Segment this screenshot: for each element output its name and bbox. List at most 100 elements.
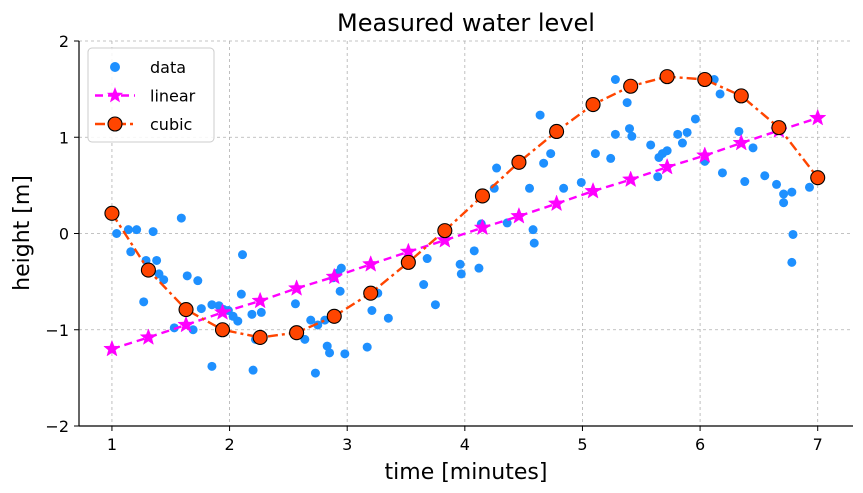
data-point	[383, 313, 393, 323]
legend-label: linear	[150, 87, 196, 106]
data-point	[539, 158, 549, 168]
data-point	[306, 315, 316, 325]
linear-marker	[696, 146, 714, 163]
data-point	[336, 263, 346, 273]
cubic-marker	[252, 329, 268, 346]
data-point	[176, 213, 186, 223]
cubic-marker	[104, 205, 120, 221]
cubic-marker	[771, 120, 787, 136]
data-point	[238, 250, 248, 260]
data-point	[159, 275, 169, 285]
cubic-marker	[178, 301, 194, 318]
legend-swatch-marker	[107, 116, 123, 132]
data-point	[247, 309, 257, 319]
data-point	[152, 255, 162, 265]
data-point	[662, 146, 672, 156]
data-point	[606, 153, 616, 163]
x-tick-label: 2	[224, 435, 234, 454]
data-point	[622, 98, 632, 108]
data-point	[419, 280, 429, 290]
x-tick-label: 1	[107, 435, 117, 454]
data-point	[740, 177, 750, 187]
data-point	[610, 129, 620, 139]
data-point	[717, 168, 727, 178]
chart-title: Measured water level	[337, 9, 595, 37]
data-point	[787, 257, 797, 267]
data-point	[788, 229, 798, 239]
y-tick-label: −2	[45, 417, 69, 436]
linear-marker	[621, 170, 640, 188]
data-point	[474, 263, 484, 273]
data-point	[112, 229, 122, 238]
legend-label: cubic	[150, 115, 192, 134]
cubic-marker	[400, 254, 416, 270]
linear-marker	[436, 231, 454, 248]
series	[103, 69, 827, 378]
data-point	[529, 238, 539, 248]
data-point	[248, 365, 258, 375]
cubic-marker	[733, 88, 749, 104]
linear-marker	[510, 206, 528, 224]
legend-swatch	[110, 62, 120, 72]
legend-entry-cubic: cubic	[95, 115, 192, 134]
data-point	[340, 349, 350, 359]
linear-marker	[251, 291, 269, 309]
series-cubic	[104, 69, 826, 346]
cubic-marker	[289, 325, 305, 341]
data-point	[627, 131, 637, 141]
cubic-marker	[659, 69, 675, 85]
linear-marker	[473, 218, 492, 236]
linear-marker	[325, 267, 344, 285]
data-point	[787, 187, 797, 197]
data-point	[456, 269, 466, 279]
data-point	[772, 179, 782, 189]
data-point	[682, 127, 692, 137]
cubic-marker	[474, 188, 491, 204]
x-tick-label: 6	[695, 435, 705, 454]
y-axis-label: height [m]	[10, 175, 35, 291]
linear-marker	[139, 328, 158, 345]
series-linear	[103, 108, 827, 357]
data-point	[590, 149, 600, 159]
cubic-marker	[585, 96, 601, 113]
data-point	[148, 227, 158, 237]
cubic-marker	[437, 223, 453, 239]
data-point	[546, 149, 556, 159]
cubic-marker	[697, 71, 713, 88]
data-point	[188, 325, 198, 335]
data-point	[193, 276, 203, 286]
data-point	[139, 297, 149, 307]
x-tick-label: 4	[460, 435, 470, 454]
cubic-marker	[140, 262, 156, 278]
data-point	[469, 246, 479, 256]
legend-entry-linear: linear	[95, 87, 196, 106]
cubic-marker	[623, 78, 639, 94]
x-tick-label: 7	[813, 435, 823, 454]
ticks: 1 2 3 4 5 6 7 −2 −1 0 1 2	[45, 32, 822, 454]
data-point	[734, 126, 744, 136]
data-point	[525, 183, 535, 193]
linear-marker	[658, 157, 676, 175]
data-point	[610, 75, 620, 84]
cubic-marker	[549, 123, 565, 140]
data-point	[559, 183, 569, 193]
legend-label: data	[150, 58, 186, 77]
data-point	[256, 307, 266, 317]
x-tick-label: 5	[577, 435, 587, 454]
data-point	[535, 110, 545, 120]
data-point	[236, 289, 246, 299]
data-point	[207, 300, 217, 310]
data-point	[196, 304, 206, 314]
data-point	[804, 182, 814, 192]
data-point	[325, 348, 335, 358]
data-point	[760, 171, 770, 181]
legend-entry-data: data	[110, 58, 186, 77]
linear-marker	[177, 315, 195, 333]
x-tick-label: 3	[342, 435, 352, 454]
data-point	[528, 225, 538, 235]
cubic-marker	[214, 322, 231, 338]
data-point	[123, 225, 133, 235]
data-point	[126, 247, 136, 257]
data-point	[748, 143, 758, 153]
linear-marker	[103, 339, 121, 357]
